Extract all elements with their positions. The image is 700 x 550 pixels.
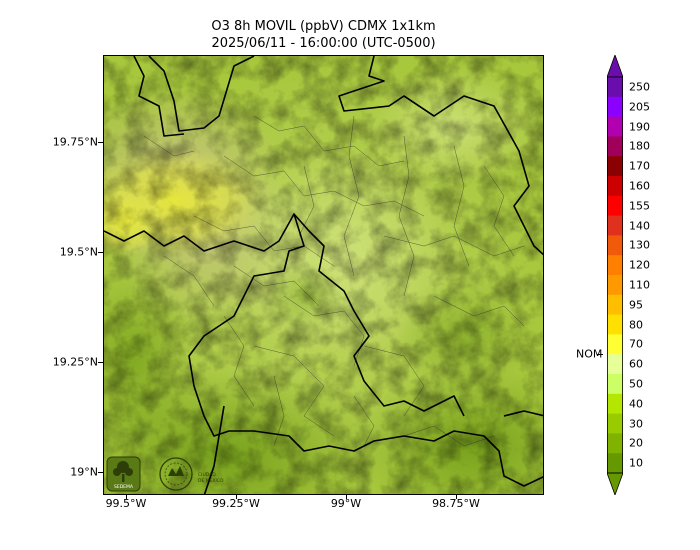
colorbar-segment bbox=[607, 116, 623, 137]
lat-tick bbox=[98, 142, 103, 143]
colorbar-label: 50 bbox=[629, 377, 643, 391]
lat-tick bbox=[98, 252, 103, 253]
lon-label: 99.5°W bbox=[105, 497, 147, 510]
lon-label: 99.25°W bbox=[212, 497, 260, 510]
colorbar-label: 160 bbox=[629, 179, 650, 193]
colorbar-label: 120 bbox=[629, 258, 650, 272]
colorbar-segment bbox=[607, 255, 623, 276]
cdmx-logo: CIUDAD DE MÉXICO bbox=[159, 457, 224, 491]
colorbar-segment bbox=[607, 413, 623, 434]
colorbar-extend-bottom bbox=[607, 472, 623, 495]
colorbar-label: 80 bbox=[629, 318, 643, 331]
colorbar-label: 70 bbox=[629, 337, 643, 351]
map-canvas: SEDEMA CIUDAD DE MÉXICO bbox=[104, 56, 543, 494]
colorbar-segment bbox=[607, 433, 623, 454]
sedema-logo-text: SEDEMA bbox=[114, 484, 134, 490]
colorbar-segment bbox=[607, 374, 623, 395]
state-boundaries bbox=[104, 56, 543, 494]
colorbar-segment bbox=[607, 136, 623, 157]
map-subtitle-datetime: 2025/06/11 - 16:00:00 (UTC-0500) bbox=[211, 36, 436, 51]
lon-label: 99°W bbox=[330, 497, 362, 510]
colorbar-label: 190 bbox=[629, 120, 650, 133]
ozone-map: SEDEMA CIUDAD DE MÉXICO bbox=[103, 55, 544, 495]
colorbar-segment bbox=[607, 195, 623, 217]
colorbar-segment bbox=[607, 314, 623, 335]
colorbar-label: 40 bbox=[629, 397, 643, 411]
colorbar-segment bbox=[607, 96, 623, 118]
lat-label: 19.25°N bbox=[52, 355, 98, 369]
colorbar-label: 110 bbox=[629, 278, 650, 292]
nom-label: NOM bbox=[576, 347, 603, 361]
colorbar-label: 155 bbox=[629, 199, 650, 213]
sedema-logo: SEDEMA bbox=[106, 456, 141, 492]
colorbar-segment bbox=[607, 334, 623, 355]
colorbar-label: 95 bbox=[629, 298, 643, 312]
colorbar-segment bbox=[607, 453, 623, 474]
colorbar-label: 10 bbox=[629, 456, 643, 470]
colorbar-label: 30 bbox=[629, 417, 643, 430]
map-title: O3 8h MOVIL (ppbV) CDMX 1x1km bbox=[211, 19, 436, 34]
lon-label: 98.75°W bbox=[432, 497, 480, 510]
colorbar-label: 60 bbox=[629, 357, 643, 371]
colorbar-segment bbox=[607, 235, 623, 256]
colorbar-label: 180 bbox=[629, 139, 650, 153]
colorbar-segment bbox=[607, 275, 623, 296]
svg-text:DE MÉXICO: DE MÉXICO bbox=[198, 476, 224, 484]
lat-label: 19°N bbox=[70, 465, 98, 479]
lat-label: 19.75°N bbox=[52, 135, 98, 149]
colorbar-label: 250 bbox=[629, 80, 650, 94]
colorbar-segment bbox=[607, 176, 623, 197]
colorbar bbox=[607, 55, 623, 495]
colorbar-extend-top bbox=[607, 55, 623, 78]
colorbar-label: 170 bbox=[629, 159, 650, 173]
lon-tick bbox=[236, 495, 237, 499]
lat-tick bbox=[98, 472, 103, 473]
colorbar-label: 140 bbox=[629, 219, 650, 232]
colorbar-label: 130 bbox=[629, 238, 650, 252]
colorbar-label: 20 bbox=[629, 436, 643, 450]
lon-tick bbox=[346, 495, 347, 499]
colorbar-segment bbox=[607, 77, 623, 98]
municipal-borders bbox=[143, 115, 525, 447]
lat-tick bbox=[98, 362, 103, 363]
colorbar-segment bbox=[607, 393, 623, 415]
colorbar-segment bbox=[607, 294, 623, 316]
lat-label: 19.5°N bbox=[59, 245, 98, 259]
lon-tick bbox=[456, 495, 457, 499]
colorbar-label: 205 bbox=[629, 100, 650, 114]
colorbar-segment bbox=[607, 354, 623, 375]
lon-tick bbox=[126, 495, 127, 499]
cdmx-logo-text: CIUDAD bbox=[198, 472, 216, 478]
colorbar-segment bbox=[607, 215, 623, 236]
nom-tick bbox=[597, 354, 603, 356]
colorbar-segment bbox=[607, 156, 623, 177]
